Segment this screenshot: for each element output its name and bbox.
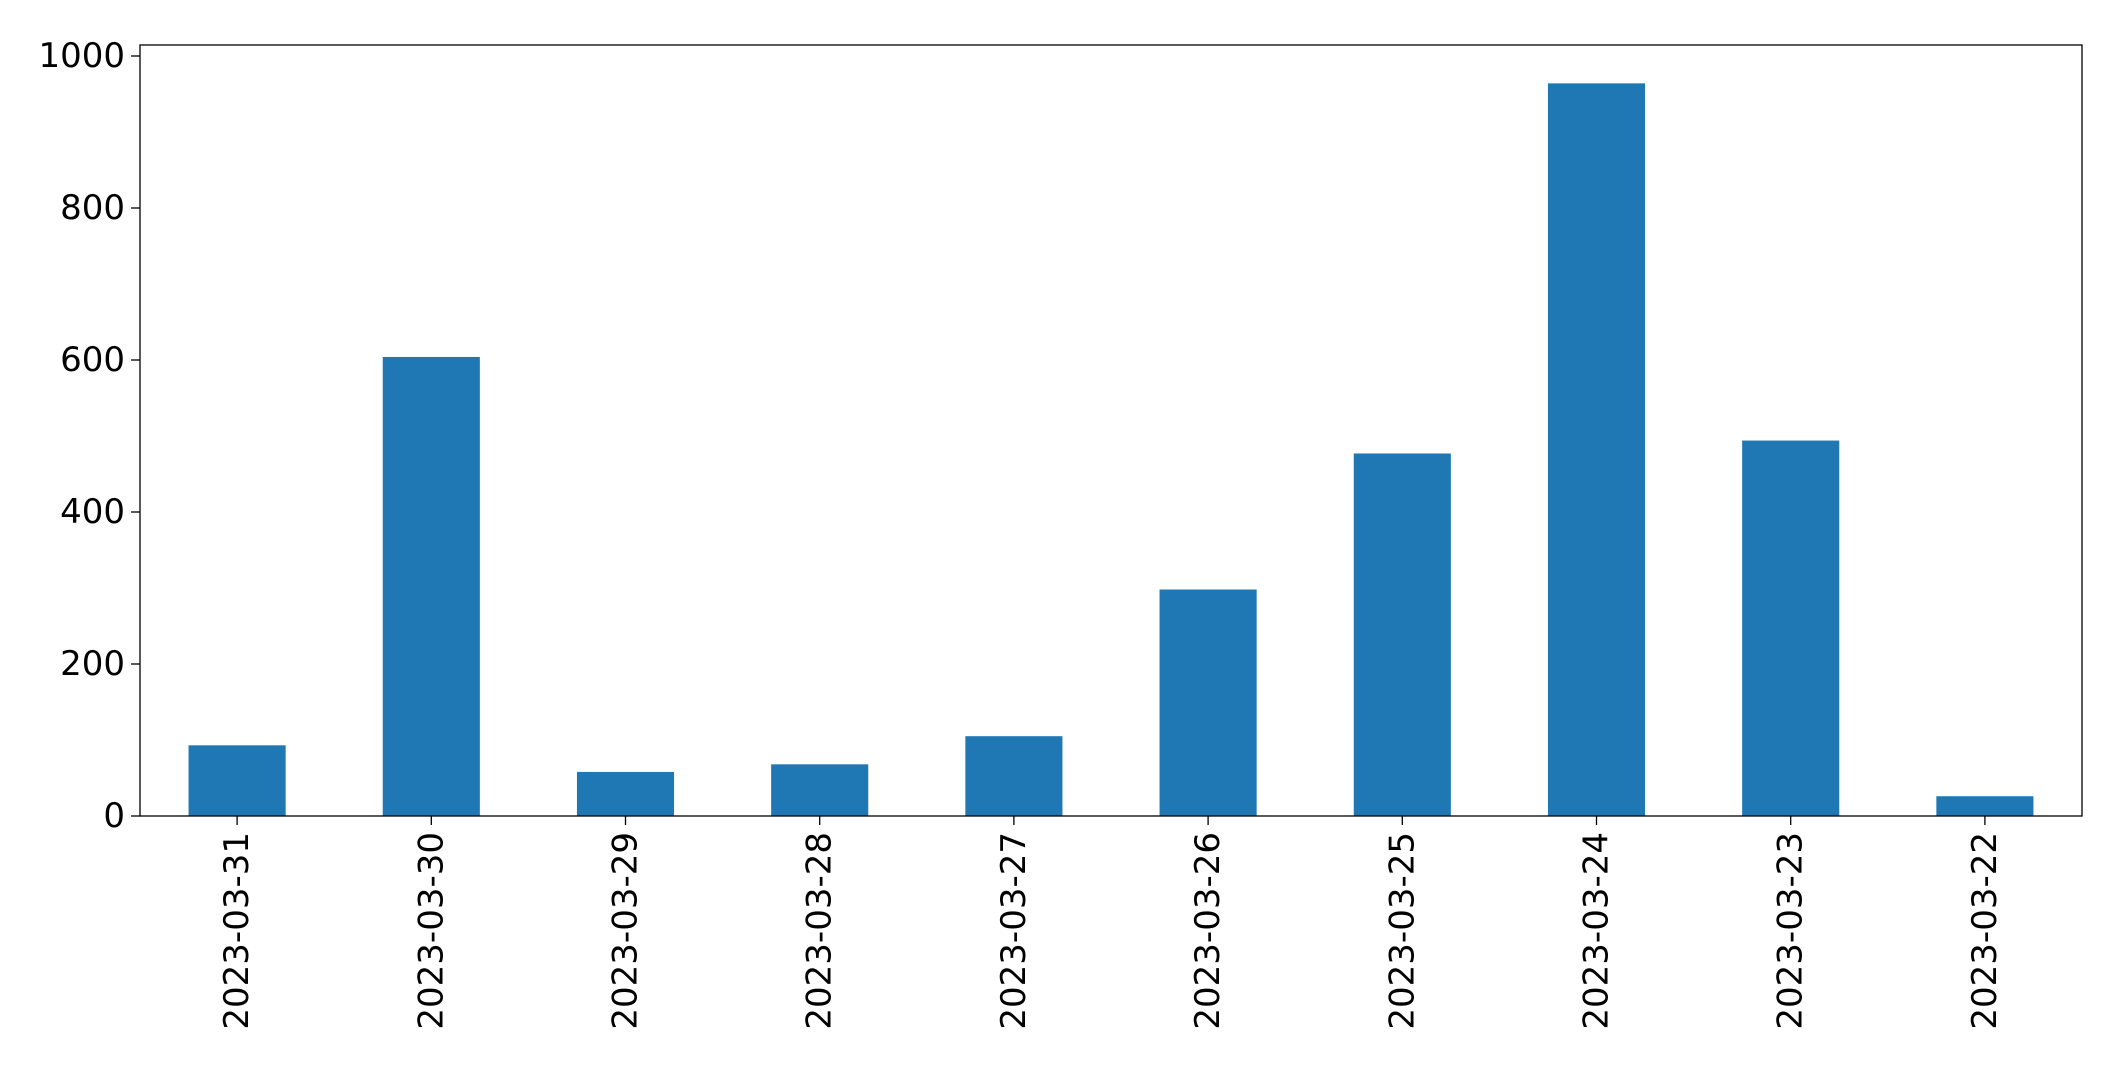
y-axis: 0 200 400 600 800 1000 (38, 36, 140, 836)
x-tick-label: 2023-03-23 (1771, 832, 1811, 1030)
bar-2023-03-23 (1742, 440, 1840, 816)
y-tick-label: 600 (60, 340, 125, 380)
bar-2023-03-31 (188, 745, 286, 816)
x-tick-label: 2023-03-27 (994, 832, 1034, 1030)
bars-group (188, 83, 2034, 817)
y-tick-label: 1000 (38, 36, 125, 76)
y-tick-label: 400 (60, 492, 125, 532)
x-tick-label: 2023-03-26 (1188, 832, 1228, 1030)
y-tick-label: 0 (103, 796, 125, 836)
x-axis: 2023-03-31 2023-03-30 2023-03-29 2023-03-28… (217, 816, 2005, 1030)
x-tick-label: 2023-03-30 (411, 832, 451, 1030)
axes-frame (139, 44, 2083, 817)
x-tick-label: 2023-03-25 (1382, 832, 1422, 1030)
x-tick-label: 2023-03-28 (800, 832, 840, 1030)
bar-2023-03-30 (382, 356, 480, 816)
y-tick-label: 800 (60, 188, 125, 228)
bar-2023-03-29 (576, 771, 675, 816)
bar-2023-03-26 (1159, 589, 1257, 816)
bar-2023-03-27 (965, 736, 1063, 816)
y-tick-label: 200 (60, 644, 125, 684)
x-tick-label: 2023-03-31 (217, 832, 257, 1030)
bar-2023-03-28 (771, 764, 869, 816)
x-tick-label: 2023-03-29 (606, 832, 646, 1030)
bar-2023-03-25 (1353, 453, 1451, 816)
bar-2023-03-24 (1547, 83, 1646, 817)
x-tick-label: 2023-03-24 (1577, 832, 1617, 1030)
bar-2023-03-22 (1936, 796, 2034, 816)
x-tick-label: 2023-03-22 (1965, 832, 2005, 1030)
